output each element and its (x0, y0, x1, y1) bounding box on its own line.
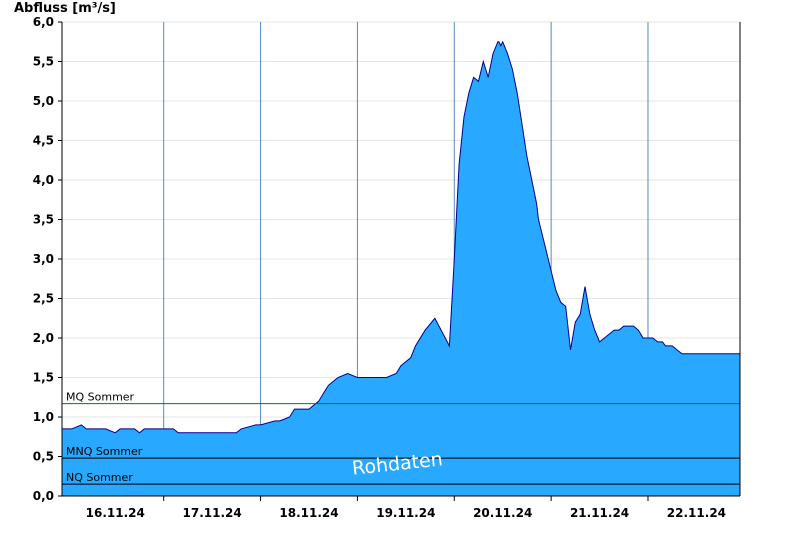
reference-line-label: MNQ Sommer (66, 445, 143, 458)
x-tick-label: 20.11.24 (473, 506, 532, 520)
y-tick-label: 2,5 (33, 292, 54, 306)
y-tick-label: 1,5 (33, 371, 54, 385)
y-tick-label: 0,5 (33, 450, 54, 464)
reference-line-label: NQ Sommer (66, 471, 133, 484)
y-tick-label: 2,0 (33, 331, 54, 345)
x-tick-label: 17.11.24 (183, 506, 242, 520)
x-tick-label: 18.11.24 (279, 506, 338, 520)
x-tick-label: 19.11.24 (376, 506, 435, 520)
y-tick-label: 3,5 (33, 213, 54, 227)
reference-line-label: MQ Sommer (66, 391, 135, 404)
y-axis-title: Abfluss [m³/s] (14, 1, 116, 16)
discharge-area (62, 41, 740, 497)
y-tick-label: 4,0 (33, 173, 54, 187)
x-tick-label: 22.11.24 (667, 506, 726, 520)
tick-labels: 0,0 0,5 1,0 1,5 2,0 2,5 3,0 3,5 4,0 4,5 5,0 5,5 6,0 1… (33, 15, 726, 520)
reference-lines: MQ Sommer MNQ Sommer NQ Sommer (62, 391, 740, 485)
x-tick-label: 21.11.24 (570, 506, 629, 520)
y-tick-label: 4,5 (33, 134, 54, 148)
y-tick-label: 0,0 (33, 489, 54, 503)
axes (58, 21, 741, 501)
y-tick-label: 6,0 (33, 15, 54, 29)
y-tick-label: 3,0 (33, 252, 54, 266)
y-tick-label: 5,5 (33, 55, 54, 69)
area-layer (62, 40, 740, 497)
y-tick-label: 1,0 (33, 410, 54, 424)
x-tick-label: 16.11.24 (86, 506, 145, 520)
discharge-line (62, 40, 740, 434)
y-tick-label: 5,0 (33, 94, 54, 108)
